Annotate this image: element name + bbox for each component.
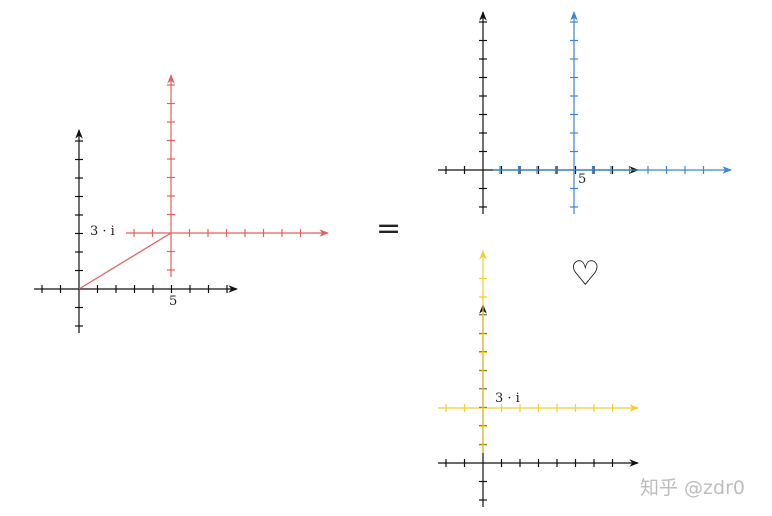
bottom-right-panel: 3 · i <box>438 250 639 507</box>
top-right-panel: 5 <box>438 11 732 214</box>
left-red-vector <box>78 232 172 290</box>
left-panel: 5 3 · i <box>34 74 329 333</box>
bottom-right-y-label: 3 · i <box>495 391 520 406</box>
left-y-label: 3 · i <box>90 224 115 239</box>
equals-sign: = <box>376 211 401 246</box>
top-right-x-label: 5 <box>578 172 586 187</box>
left-black-axes <box>34 129 238 333</box>
left-red-axes <box>126 74 329 277</box>
top-right-blue-axes <box>493 11 732 214</box>
watermark-text: 知乎 @zdr0 <box>640 477 745 499</box>
left-x-label: 5 <box>169 294 177 309</box>
top-right-black-axes <box>438 11 639 214</box>
heart-icon: ♡ <box>570 254 600 294</box>
bottom-right-yellow-axes <box>438 250 639 453</box>
